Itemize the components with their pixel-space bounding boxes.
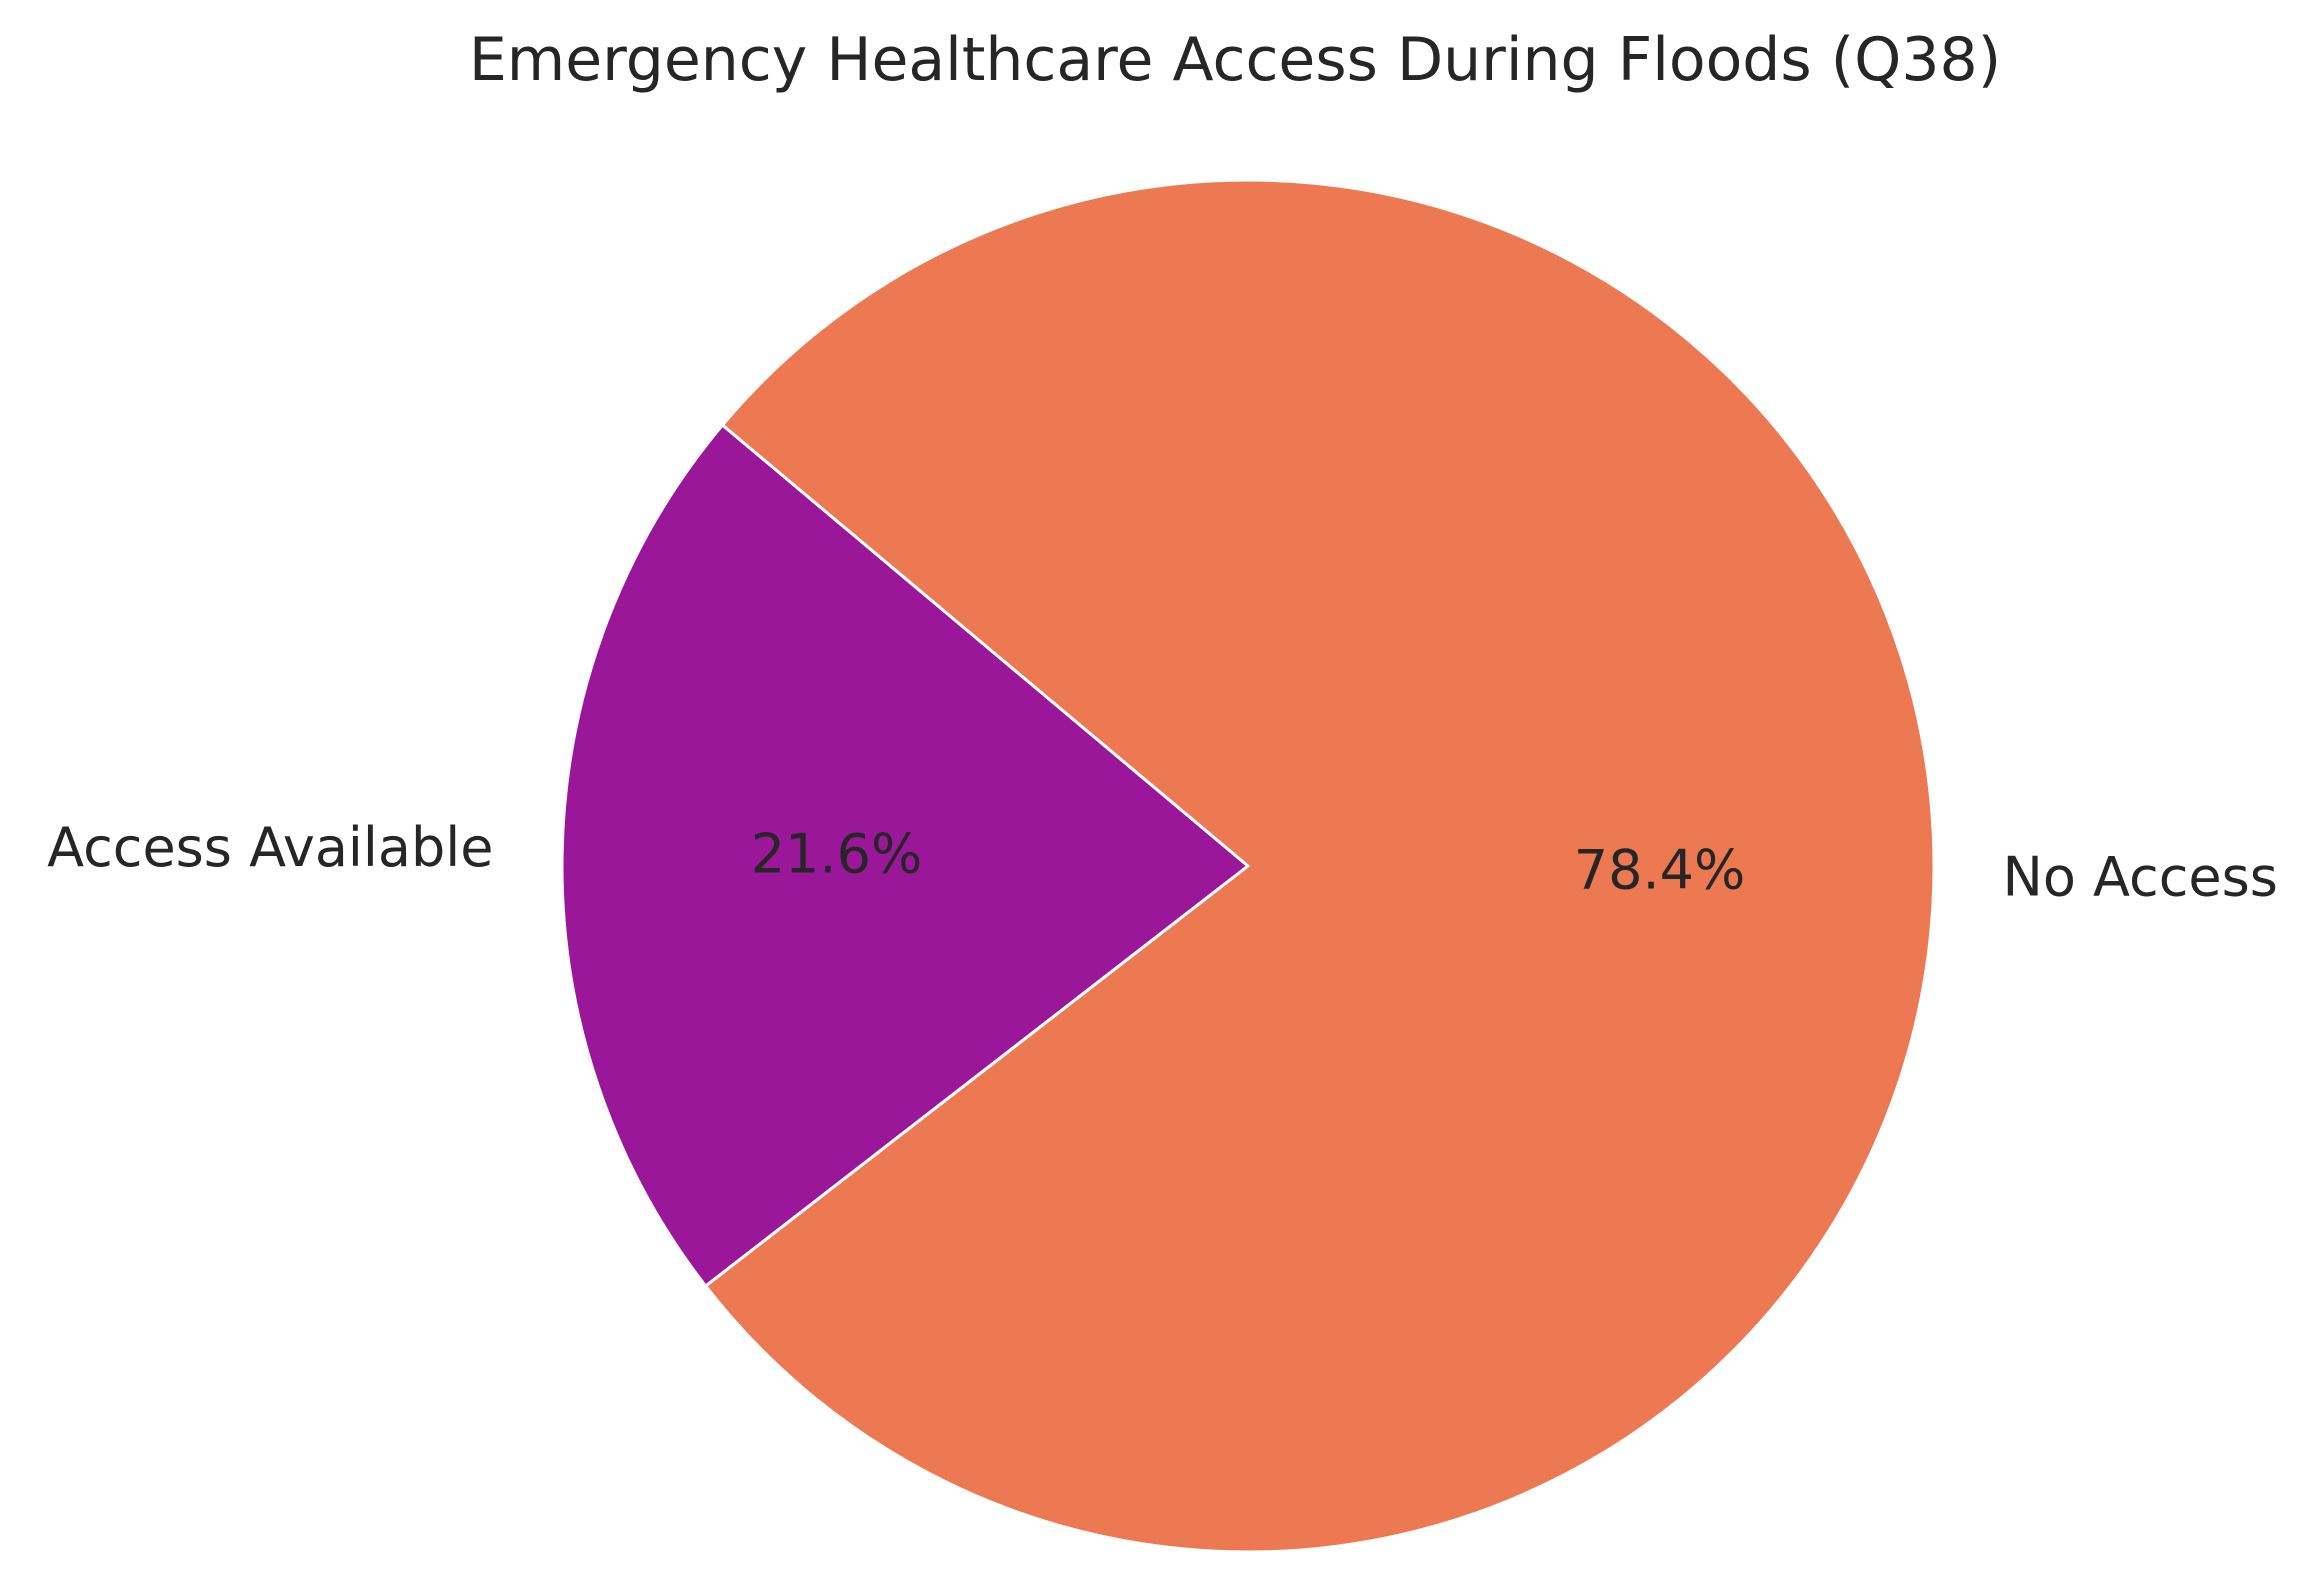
slice-label-access-available: Access Available [47, 816, 493, 879]
pie-slices [560, 178, 1936, 1554]
chart-title: Emergency Healthcare Access During Flood… [469, 25, 2001, 95]
pie-slice-access-available [560, 423, 1250, 1288]
pie-slice-no-access [704, 178, 1936, 1554]
slice-label-no-access: No Access [2002, 845, 2277, 908]
slice-percent-access-available: 21.6% [751, 823, 923, 886]
pie-labels: Access Available 21.6% No Access 78.4% [47, 816, 2278, 908]
slice-percent-no-access: 78.4% [1574, 839, 1746, 902]
